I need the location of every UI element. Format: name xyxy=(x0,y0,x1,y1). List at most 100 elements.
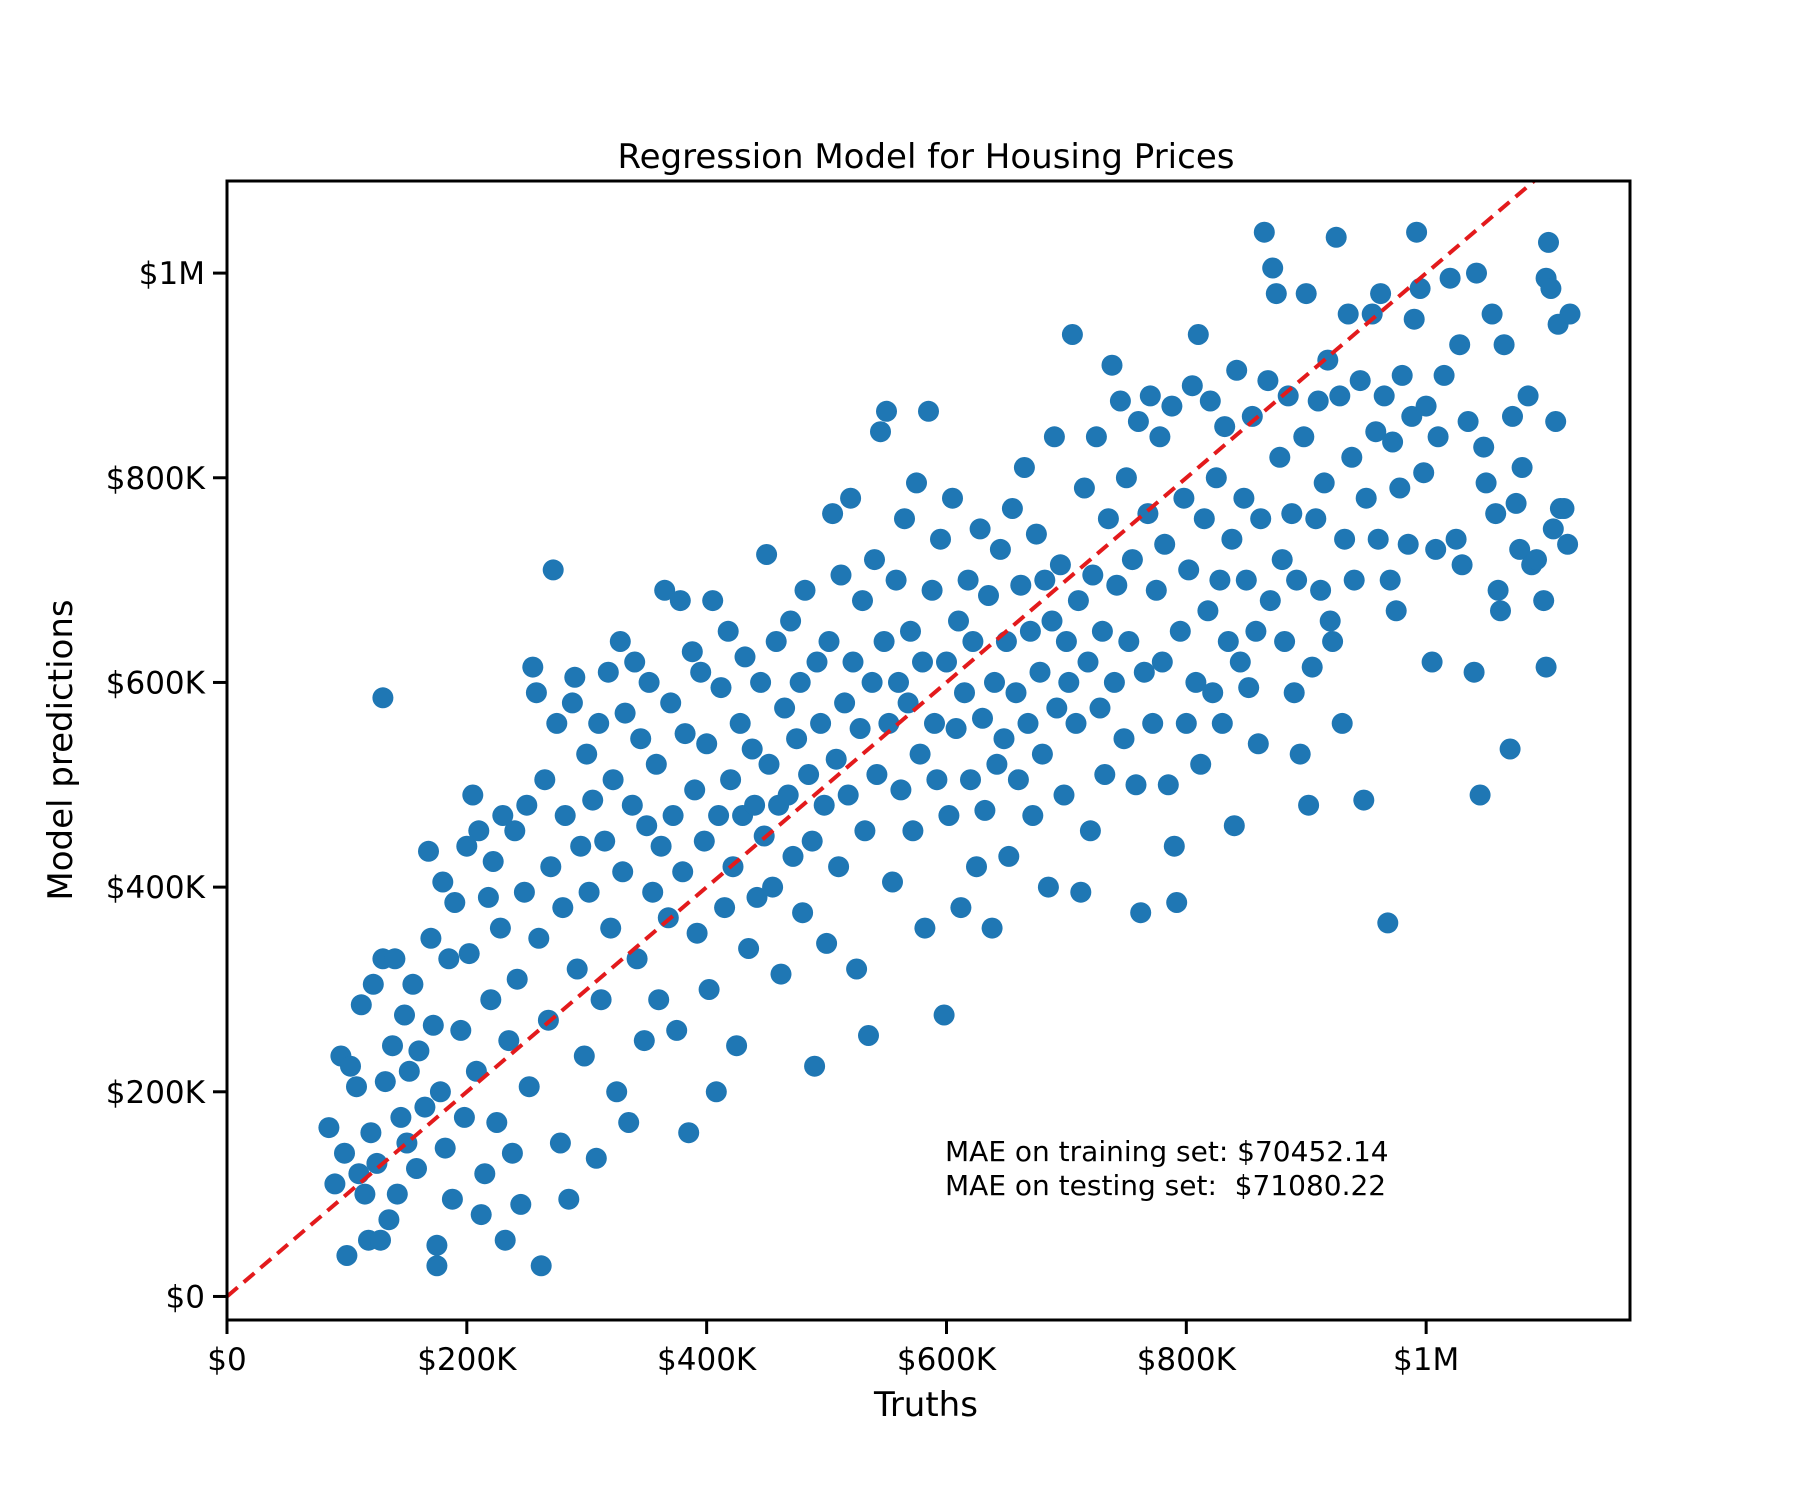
data-point xyxy=(426,1234,448,1256)
data-point xyxy=(786,728,808,750)
data-point xyxy=(513,881,535,903)
data-point xyxy=(1466,262,1487,284)
reference-line xyxy=(225,179,1536,1298)
data-point xyxy=(1334,528,1356,550)
data-point xyxy=(729,712,751,734)
data-point xyxy=(1187,324,1209,345)
data-point xyxy=(1385,600,1407,622)
data-point xyxy=(1349,370,1371,392)
data-point xyxy=(1079,820,1101,842)
data-point xyxy=(494,1229,516,1251)
data-point xyxy=(962,631,984,652)
data-point xyxy=(1058,671,1080,693)
data-point xyxy=(362,973,384,995)
data-point xyxy=(578,881,600,903)
data-point xyxy=(816,932,838,954)
data-point xyxy=(1209,569,1231,591)
data-point xyxy=(561,692,583,714)
data-point xyxy=(1031,743,1053,765)
y-axis-ticks: $0 $200K $400K $600K $800K $1M xyxy=(106,256,227,1315)
data-point xyxy=(950,897,972,919)
data-point xyxy=(1271,549,1293,571)
data-point xyxy=(681,641,703,663)
data-point xyxy=(792,902,814,924)
data-point xyxy=(744,794,766,816)
data-point xyxy=(1211,712,1233,734)
data-point xyxy=(1509,538,1531,560)
x-axis-label: Truths xyxy=(873,1385,978,1425)
data-point xyxy=(1013,457,1035,478)
data-point xyxy=(1421,651,1443,673)
y-tick-label: $600K xyxy=(106,665,206,701)
data-point xyxy=(554,805,576,826)
data-point xyxy=(978,585,999,606)
data-point xyxy=(422,1014,444,1036)
data-point xyxy=(1337,303,1359,325)
data-point xyxy=(674,723,696,745)
data-point xyxy=(1307,390,1329,412)
data-point xyxy=(456,835,478,857)
data-point xyxy=(1061,324,1083,345)
data-point xyxy=(1185,671,1207,693)
data-point xyxy=(873,631,895,652)
data-point xyxy=(438,948,460,970)
data-point xyxy=(534,769,556,791)
data-point xyxy=(825,748,847,770)
data-point xyxy=(346,1076,367,1098)
data-point xyxy=(1103,671,1125,693)
data-point xyxy=(394,1004,415,1026)
data-point xyxy=(1493,334,1515,356)
data-point xyxy=(1557,533,1579,555)
data-point xyxy=(1238,677,1260,699)
data-point xyxy=(390,1106,412,1128)
data-point xyxy=(882,871,903,893)
data-point xyxy=(402,973,424,995)
data-point xyxy=(1413,462,1435,484)
data-point xyxy=(734,646,756,668)
data-point xyxy=(582,789,604,811)
data-point xyxy=(1559,303,1581,325)
data-point xyxy=(696,733,718,755)
data-point xyxy=(846,958,868,980)
data-point xyxy=(450,1019,472,1041)
data-point xyxy=(1295,283,1317,305)
data-point xyxy=(1163,835,1185,857)
data-point xyxy=(854,820,876,842)
data-point xyxy=(1025,523,1047,545)
data-point xyxy=(420,927,442,949)
data-point xyxy=(1139,385,1161,407)
data-point xyxy=(528,927,550,949)
data-point xyxy=(1085,426,1107,448)
data-point xyxy=(974,799,996,821)
data-point xyxy=(414,1096,436,1118)
data-point xyxy=(1265,283,1287,305)
data-point xyxy=(566,958,588,980)
data-point xyxy=(906,472,927,494)
data-point xyxy=(1281,503,1303,525)
data-point xyxy=(1425,538,1447,560)
data-point xyxy=(957,569,979,591)
data-point xyxy=(828,856,850,878)
data-point xyxy=(840,487,862,509)
data-point xyxy=(530,1255,552,1277)
data-point xyxy=(998,845,1020,867)
data-point xyxy=(444,892,466,913)
data-point xyxy=(1082,564,1104,586)
data-point xyxy=(506,968,528,990)
data-point xyxy=(1029,661,1051,683)
data-point xyxy=(609,631,631,652)
data-point xyxy=(597,661,619,683)
data-point xyxy=(789,671,811,693)
data-point xyxy=(1463,661,1485,683)
data-point xyxy=(1250,508,1272,530)
data-point xyxy=(765,631,787,652)
data-point xyxy=(890,779,912,801)
data-point xyxy=(924,712,945,734)
data-point xyxy=(1091,620,1113,642)
data-point xyxy=(1433,364,1455,386)
data-point xyxy=(1161,395,1183,417)
data-point xyxy=(630,728,652,750)
data-point xyxy=(1391,364,1413,386)
data-point xyxy=(830,564,852,586)
data-point xyxy=(861,671,883,693)
